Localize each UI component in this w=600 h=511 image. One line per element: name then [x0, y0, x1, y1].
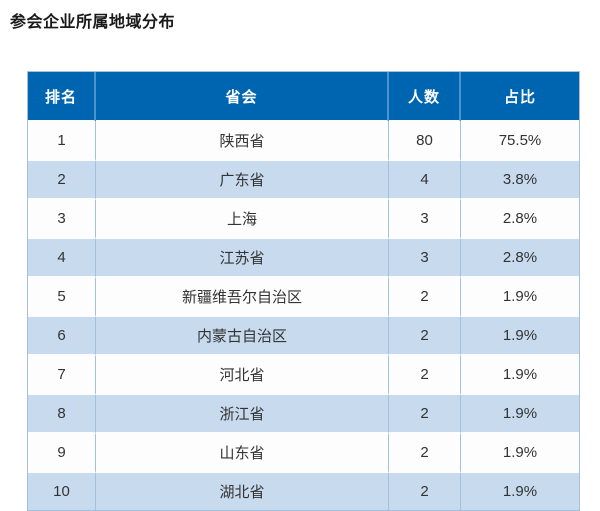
table-header-row: 排名 省会 人数 占比	[28, 72, 579, 122]
cell-province: 上海	[96, 200, 389, 239]
cell-count: 3	[389, 200, 461, 239]
cell-province: 广东省	[96, 161, 389, 200]
table-row: 5 新疆维吾尔自治区 2 1.9%	[28, 278, 579, 317]
cell-rank: 10	[28, 473, 96, 510]
table-row: 2 广东省 4 3.8%	[28, 161, 579, 200]
table-row: 6 内蒙古自治区 2 1.9%	[28, 317, 579, 356]
cell-rank: 2	[28, 161, 96, 200]
cell-rank: 4	[28, 239, 96, 278]
header-count: 人数	[389, 72, 461, 122]
cell-rank: 3	[28, 200, 96, 239]
cell-percent: 1.9%	[461, 434, 579, 473]
cell-rank: 6	[28, 317, 96, 356]
header-rank: 排名	[28, 72, 96, 122]
table-row: 3 上海 3 2.8%	[28, 200, 579, 239]
cell-percent: 1.9%	[461, 356, 579, 395]
cell-percent: 75.5%	[461, 122, 579, 161]
table-row: 1 陕西省 80 75.5%	[28, 122, 579, 161]
cell-count: 2	[389, 278, 461, 317]
cell-count: 2	[389, 473, 461, 510]
cell-count: 2	[389, 434, 461, 473]
cell-percent: 2.8%	[461, 200, 579, 239]
cell-count: 2	[389, 356, 461, 395]
page-title: 参会企业所属地域分布	[10, 14, 176, 31]
table-row: 4 江苏省 3 2.8%	[28, 239, 579, 278]
cell-province: 江苏省	[96, 239, 389, 278]
region-distribution-table: 排名 省会 人数 占比 1 陕西省 80 75.5% 2 广东省 4 3.8% …	[27, 71, 580, 511]
cell-percent: 1.9%	[461, 278, 579, 317]
cell-count: 3	[389, 239, 461, 278]
cell-count: 80	[389, 122, 461, 161]
cell-province: 河北省	[96, 356, 389, 395]
cell-province: 陕西省	[96, 122, 389, 161]
cell-province: 内蒙古自治区	[96, 317, 389, 356]
cell-rank: 1	[28, 122, 96, 161]
table-row: 10 湖北省 2 1.9%	[28, 473, 579, 510]
cell-percent: 3.8%	[461, 161, 579, 200]
table-row: 8 浙江省 2 1.9%	[28, 395, 579, 434]
cell-count: 4	[389, 161, 461, 200]
cell-province: 浙江省	[96, 395, 389, 434]
cell-rank: 8	[28, 395, 96, 434]
cell-province: 湖北省	[96, 473, 389, 510]
cell-percent: 1.9%	[461, 317, 579, 356]
cell-percent: 2.8%	[461, 239, 579, 278]
cell-province: 山东省	[96, 434, 389, 473]
cell-province: 新疆维吾尔自治区	[96, 278, 389, 317]
header-percent: 占比	[461, 72, 579, 122]
cell-count: 2	[389, 317, 461, 356]
cell-rank: 5	[28, 278, 96, 317]
header-province: 省会	[96, 72, 389, 122]
cell-rank: 7	[28, 356, 96, 395]
cell-count: 2	[389, 395, 461, 434]
cell-percent: 1.9%	[461, 395, 579, 434]
table-row: 7 河北省 2 1.9%	[28, 356, 579, 395]
cell-rank: 9	[28, 434, 96, 473]
table-row: 9 山东省 2 1.9%	[28, 434, 579, 473]
cell-percent: 1.9%	[461, 473, 579, 510]
